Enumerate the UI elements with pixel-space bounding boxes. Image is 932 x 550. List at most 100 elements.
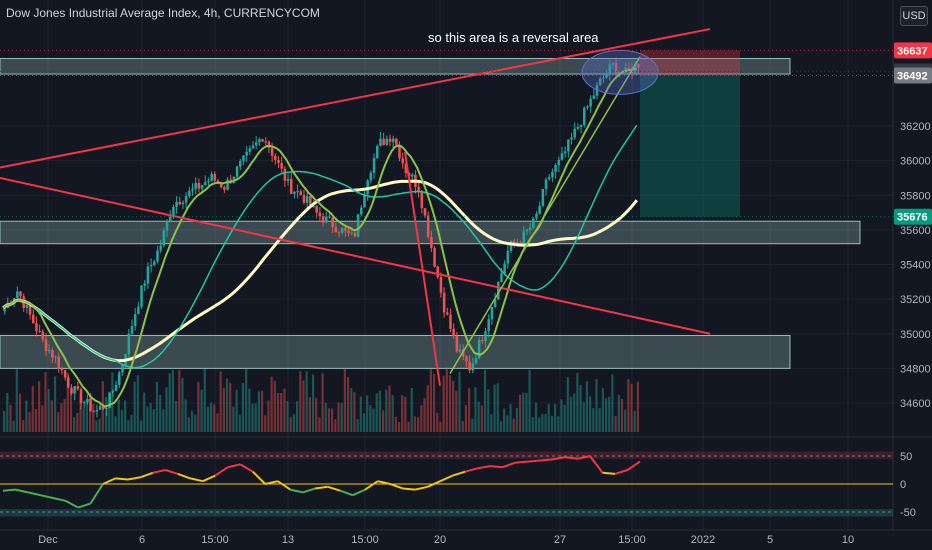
candle-body-199 — [637, 64, 640, 68]
osc-segment-7 — [89, 483, 104, 505]
volume-bar-176 — [563, 404, 566, 432]
x-tick-label-8: 2022 — [691, 534, 715, 546]
volume-bar-190 — [608, 396, 611, 432]
candle-body-70 — [226, 179, 229, 190]
price-unit-button[interactable]: USD — [900, 6, 928, 26]
candle-body-99 — [318, 212, 322, 217]
volume-bar-43 — [139, 420, 143, 432]
volume-bar-27 — [88, 393, 92, 432]
volume-bar-1 — [6, 392, 9, 432]
candle-body-196 — [627, 67, 631, 70]
candle-body-112 — [360, 207, 363, 215]
volume-bar-86 — [276, 392, 280, 432]
candle-body-65 — [210, 173, 213, 181]
volume-bar-178 — [569, 396, 573, 432]
candle-body-53 — [172, 206, 175, 217]
candle-body-94 — [302, 195, 306, 203]
volume-bar-172 — [550, 415, 554, 432]
candle-body-130 — [417, 186, 420, 192]
candle-body-98 — [315, 206, 318, 213]
volume-bar-8 — [28, 411, 31, 432]
osc-segment-33 — [414, 485, 428, 491]
volume-bar-150 — [480, 405, 483, 432]
candle-body-91 — [293, 191, 296, 194]
volume-bar-50 — [162, 409, 165, 432]
volume-bar-13 — [44, 372, 47, 432]
volume-bar-121 — [388, 385, 391, 432]
y-tick-label-1: 34800 — [900, 363, 931, 375]
volume-bar-110 — [353, 392, 356, 432]
volume-bar-106 — [340, 402, 343, 432]
candle-body-183 — [586, 106, 589, 108]
candle-body-76 — [245, 151, 248, 156]
osc-segment-3 — [40, 494, 54, 499]
volume-bar-164 — [525, 392, 528, 432]
candle-body-146 — [468, 361, 471, 371]
volume-bar-186 — [595, 379, 598, 432]
volume-bar-67 — [216, 413, 219, 432]
volume-bar-58 — [187, 417, 190, 432]
volume-bar-166 — [531, 417, 534, 432]
volume-bar-74 — [238, 414, 241, 432]
osc-segment-22 — [277, 480, 291, 491]
candle-body-117 — [375, 145, 379, 159]
candle-body-182 — [582, 107, 586, 126]
candle-body-137 — [439, 276, 443, 293]
volume-bar-33 — [108, 391, 111, 432]
price-badge-0: 36637 — [897, 45, 928, 57]
candle-body-120 — [385, 138, 389, 145]
volume-bar-44 — [143, 392, 146, 432]
candle-body-43 — [140, 285, 143, 307]
candle-body-51 — [165, 221, 169, 231]
volume-bar-157 — [503, 408, 506, 432]
volume-bar-138 — [442, 375, 445, 432]
volume-bar-130 — [417, 417, 420, 432]
candle-body-88 — [283, 168, 287, 181]
volume-bar-180 — [576, 373, 579, 432]
osc-segment-1 — [15, 488, 29, 494]
osc-segment-17 — [214, 466, 229, 477]
candle-body-85 — [274, 155, 277, 161]
volume-bar-123 — [394, 416, 397, 432]
volume-bar-7 — [25, 400, 28, 432]
volume-bar-37 — [120, 409, 124, 432]
osc-segment-18 — [227, 463, 241, 469]
candle-body-178 — [570, 137, 573, 140]
candle-body-25 — [82, 402, 86, 404]
candle-body-159 — [509, 240, 513, 251]
volume-bar-117 — [375, 393, 378, 432]
volume-bar-175 — [560, 399, 563, 432]
candle-body-11 — [38, 331, 41, 333]
volume-bar-100 — [321, 373, 324, 432]
candle-body-42 — [137, 306, 140, 315]
volume-bar-22 — [73, 417, 76, 432]
osc-segment-5 — [64, 499, 79, 509]
volume-bar-54 — [174, 400, 178, 432]
volume-bar-59 — [190, 410, 194, 432]
volume-bar-179 — [573, 393, 576, 432]
volume-bar-112 — [359, 396, 362, 432]
candle-body-31 — [102, 406, 105, 409]
candle-body-105 — [337, 232, 341, 234]
volume-bar-49 — [159, 394, 162, 432]
volume-bar-35 — [114, 416, 117, 432]
candle-body-5 — [19, 291, 22, 297]
volume-bar-64 — [206, 406, 210, 432]
volume-bar-197 — [630, 383, 633, 432]
candle-body-15 — [51, 350, 54, 358]
candle-body-33 — [108, 392, 111, 409]
candle-body-86 — [277, 160, 280, 163]
osc-segment-8 — [102, 477, 116, 485]
candle-body-126 — [404, 163, 408, 173]
candle-body-151 — [484, 331, 487, 342]
candle-body-92 — [296, 191, 299, 193]
candle-body-55 — [178, 201, 182, 205]
volume-bar-111 — [356, 419, 359, 432]
candle-body-174 — [557, 159, 561, 166]
trendline-rally — [449, 56, 641, 374]
candle-body-158 — [506, 250, 510, 264]
volume-bar-101 — [324, 403, 327, 432]
candle-body-77 — [248, 148, 252, 152]
